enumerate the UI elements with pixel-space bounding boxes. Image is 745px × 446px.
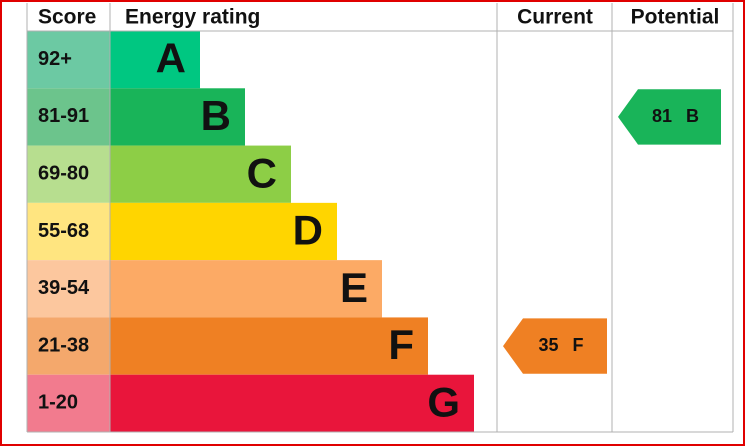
score-label: 21-38 bbox=[38, 334, 89, 356]
header-potential: Potential bbox=[631, 6, 720, 29]
score-label: 69-80 bbox=[38, 162, 89, 184]
header-current: Current bbox=[517, 6, 593, 29]
potential-value: 81 bbox=[652, 106, 672, 126]
current-band: F bbox=[573, 335, 584, 355]
rating-bar bbox=[110, 202, 337, 261]
rating-bar bbox=[110, 374, 474, 432]
current-value: 35 bbox=[538, 335, 558, 355]
rating-bar bbox=[110, 317, 428, 375]
score-cell bbox=[27, 374, 110, 432]
score-cell bbox=[27, 145, 110, 203]
potential-band: B bbox=[686, 106, 699, 126]
rating-letter: C bbox=[247, 149, 277, 196]
rating-bar bbox=[110, 145, 291, 203]
score-cell bbox=[27, 202, 110, 261]
score-cell bbox=[27, 260, 110, 318]
current-label: 35 F bbox=[538, 335, 583, 355]
rating-bar bbox=[110, 260, 382, 318]
header-rating: Energy rating bbox=[125, 6, 260, 29]
score-label: 81-91 bbox=[38, 105, 89, 127]
score-label: 55-68 bbox=[38, 220, 89, 242]
rating-bar bbox=[110, 88, 245, 146]
current-arrow bbox=[503, 318, 607, 374]
score-cell bbox=[27, 88, 110, 146]
score-label: 1-20 bbox=[38, 392, 78, 414]
potential-arrow bbox=[618, 89, 721, 145]
rating-letter: A bbox=[156, 35, 186, 82]
score-cell bbox=[27, 31, 110, 89]
score-label: 92+ bbox=[38, 48, 72, 70]
potential-label: 81 B bbox=[652, 106, 699, 126]
rating-bar bbox=[110, 31, 200, 89]
header-score: Score bbox=[38, 6, 96, 29]
rating-letter: G bbox=[427, 378, 460, 425]
rating-letter: F bbox=[388, 321, 414, 368]
score-cell bbox=[27, 317, 110, 375]
rating-letter: D bbox=[293, 207, 323, 254]
rating-letter: B bbox=[201, 92, 231, 139]
score-label: 39-54 bbox=[38, 277, 90, 299]
rating-letter: E bbox=[340, 264, 368, 311]
